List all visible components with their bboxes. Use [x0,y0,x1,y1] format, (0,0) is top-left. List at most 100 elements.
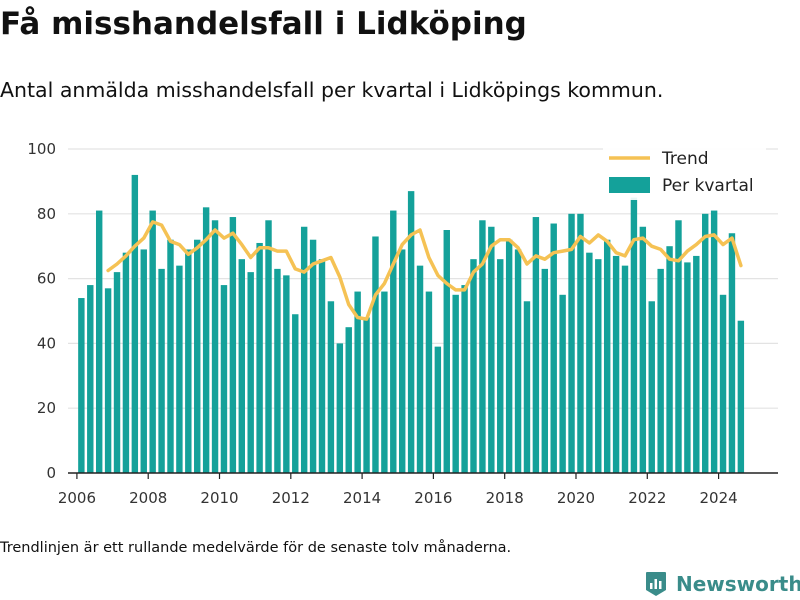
bar [577,213,584,474]
x-tick-label: 2020 [557,489,595,507]
bar [710,210,718,473]
bar [131,174,139,474]
bar [693,255,700,473]
bar [514,249,522,473]
bar [675,220,682,473]
bar [327,301,335,473]
bar [176,265,183,473]
bar [532,217,540,473]
chart-subtitle: Antal anmälda misshandelsfall per kvarta… [0,78,664,102]
bar [443,230,450,473]
bar [167,239,174,473]
bar [657,268,664,473]
x-tick-label: 2014 [343,489,381,507]
bar [265,220,272,473]
bar [140,249,147,473]
x-tick-label: 2006 [58,489,96,507]
bar [719,294,727,473]
x-tick-label: 2024 [699,489,737,507]
bar [470,259,477,473]
x-tick-label: 2010 [200,489,238,507]
bar [550,223,557,473]
x-axis-ticks: 2006 2008 2010 2012 2014 2016 2018 2020 2022 2024 [58,473,738,507]
bar [336,343,344,473]
chart-canvas: 2006 2008 2010 2012 2014 2016 2018 2020 2022 2024… [27,140,778,507]
bar [345,327,352,473]
bar [247,272,254,473]
bar [505,239,513,473]
bar [488,226,495,473]
bar [559,294,566,473]
bar [363,317,370,473]
x-tick-label: 2016 [414,489,452,507]
bar [78,298,85,473]
bar [87,285,94,473]
bar [666,246,673,473]
bar [256,242,263,473]
brand-name: Newsworthy [676,572,800,596]
bar [283,275,290,473]
x-tick-label: 2008 [129,489,167,507]
y-tick-label: 20 [37,399,56,417]
y-tick-label: 100 [27,140,56,158]
y-tick-label: 40 [37,334,56,352]
bar [202,207,210,473]
y-tick-label: 60 [37,270,56,288]
x-tick-label: 2018 [486,489,524,507]
newsworthy-logo-icon [646,572,666,596]
y-tick-label: 80 [37,205,56,223]
bar [416,265,424,473]
bar [612,255,620,473]
bar [434,346,442,473]
bar [630,197,638,473]
bar [309,239,317,473]
bar [425,291,433,473]
bar [390,210,397,473]
bar [398,249,406,473]
footnote: Trendlinjen är ett rullande medelvärde f… [0,540,512,556]
y-tick-label: 0 [46,464,56,482]
bar [194,239,201,473]
bar [461,285,468,473]
bar [603,239,611,473]
bar [595,259,602,473]
bar [318,259,326,473]
bar [541,268,549,473]
bar [113,272,121,473]
bar [372,236,379,473]
bar [728,233,736,473]
bar [737,320,745,473]
bar [149,210,156,473]
bar [381,291,388,473]
bar [648,301,655,473]
bar [104,288,112,473]
bar-series [78,174,745,474]
bar [702,213,709,474]
bar [274,268,281,473]
legend-trend-label: Trend [661,149,709,169]
bar [407,191,415,473]
bar [479,220,486,473]
bar [238,259,245,473]
bar [185,249,192,473]
x-tick-label: 2022 [628,489,666,507]
brand[interactable]: Newsworthy [645,570,800,598]
bar [684,262,691,473]
legend-bar-swatch [609,177,650,193]
bar [497,259,504,473]
bar [220,285,228,473]
bar [229,217,237,473]
bar [292,314,299,473]
bar [586,252,593,473]
bar [568,213,575,474]
bar [639,226,647,473]
bar [158,268,165,473]
x-tick-label: 2012 [272,489,310,507]
bar [95,210,103,473]
y-axis-ticks: 0 20 40 60 80 100 [27,140,56,482]
bar [621,265,629,473]
legend-bar-label: Per kvartal [662,176,754,196]
chart-title: Få misshandelsfall i Lidköping [0,6,527,42]
bar [523,301,531,473]
bar [354,291,361,473]
